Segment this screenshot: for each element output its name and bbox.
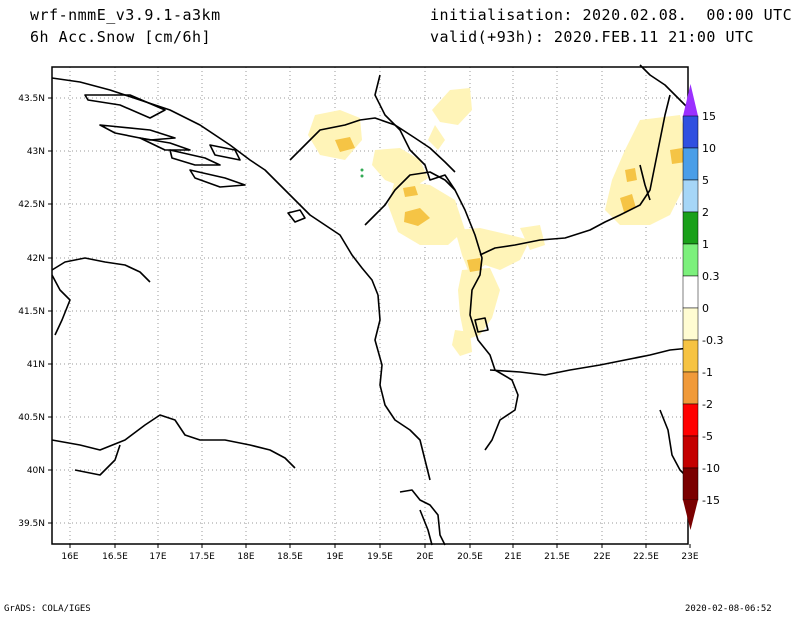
colorbar-label: -10 bbox=[702, 462, 720, 475]
lon-tick-label: 21E bbox=[504, 552, 521, 562]
lon-tick-label: 16E bbox=[61, 552, 78, 562]
colorbar-label: -15 bbox=[702, 494, 720, 507]
lon-tick-label: 16.5E bbox=[102, 552, 128, 562]
colorbar-segment bbox=[682, 371, 699, 405]
colorbar-label: 0.3 bbox=[702, 270, 720, 283]
colorbar-segment bbox=[682, 179, 699, 213]
colorbar-label: -1 bbox=[702, 366, 713, 379]
colorbar-label: -5 bbox=[702, 430, 713, 443]
lon-tick-label: 17.5E bbox=[189, 552, 215, 562]
model-title: wrf-nmmE_v3.9.1-a3km bbox=[30, 6, 221, 24]
colorbar-segment bbox=[682, 435, 699, 469]
coastlines-borders bbox=[51, 64, 691, 546]
lon-tick-label: 23E bbox=[681, 552, 698, 562]
lon-tick-label: 22E bbox=[593, 552, 610, 562]
colorbar-segment bbox=[682, 211, 699, 245]
lat-tick-label: 40N bbox=[27, 466, 45, 476]
colorbar: 15 10 5 2 1 0.3 0 -0.3 -1 -2 -5 -10 -15 bbox=[682, 84, 723, 530]
lon-tick-label: 21.5E bbox=[544, 552, 570, 562]
lat-tick-label: 43.5N bbox=[18, 94, 45, 104]
lon-tick-label: 22.5E bbox=[633, 552, 659, 562]
colorbar-segment bbox=[682, 243, 699, 277]
colorbar-cap-bottom bbox=[683, 500, 698, 530]
colorbar-segment bbox=[682, 467, 699, 501]
colorbar-label: 5 bbox=[702, 174, 709, 187]
lon-tick-label: 17E bbox=[149, 552, 166, 562]
snow-negative-dots bbox=[360, 168, 364, 178]
colorbar-segment bbox=[682, 307, 699, 341]
footer-timestamp: 2020-02-08-06:52 bbox=[685, 604, 772, 614]
lon-tick-label: 19E bbox=[326, 552, 343, 562]
snow-light-areas bbox=[308, 88, 690, 356]
lon-tick-label: 19.5E bbox=[367, 552, 393, 562]
variable-title: 6h Acc.Snow [cm/6h] bbox=[30, 28, 212, 46]
colorbar-label: 2 bbox=[702, 206, 709, 219]
colorbar-label: 10 bbox=[702, 142, 716, 155]
colorbar-cap-top bbox=[683, 84, 698, 116]
lat-tick-label: 40.5N bbox=[18, 413, 45, 423]
colorbar-label: -2 bbox=[702, 398, 713, 411]
snow-medium-areas bbox=[335, 137, 686, 272]
footer-credit: GrADS: COLA/IGES bbox=[4, 604, 91, 614]
colorbar-segment bbox=[682, 147, 699, 181]
lat-tick-label: 42.5N bbox=[18, 200, 45, 210]
colorbar-label: 0 bbox=[702, 302, 709, 315]
colorbar-segment bbox=[682, 275, 699, 309]
colorbar-segment bbox=[682, 403, 699, 437]
lon-tick-label: 18E bbox=[237, 552, 254, 562]
latitude-axis: 43.5N 43N 42.5N 42N 41.5N 41N 40.5N 40N 39.5N bbox=[18, 94, 52, 529]
longitude-axis: 16E 16.5E 17E 17.5E 18E 18.5E 19E 19.5E 20E 20.5E… bbox=[61, 544, 699, 562]
colorbar-segment bbox=[682, 115, 699, 149]
lat-tick-label: 41N bbox=[27, 360, 45, 370]
lon-tick-label: 20.5E bbox=[457, 552, 483, 562]
colorbar-label: 1 bbox=[702, 238, 709, 251]
lat-tick-label: 42N bbox=[27, 254, 45, 264]
lat-tick-label: 43N bbox=[27, 147, 45, 157]
init-time: initialisation: 2020.02.08. 00:00 UTC bbox=[430, 6, 793, 24]
valid-time: valid(+93h): 2020.FEB.11 21:00 UTC bbox=[430, 28, 755, 46]
lon-tick-label: 18.5E bbox=[277, 552, 303, 562]
colorbar-label: -0.3 bbox=[702, 334, 723, 347]
colorbar-label: 15 bbox=[702, 110, 716, 123]
colorbar-segment bbox=[682, 339, 699, 373]
lat-tick-label: 39.5N bbox=[18, 519, 45, 529]
lon-tick-label: 20E bbox=[416, 552, 433, 562]
snow-field bbox=[308, 88, 690, 356]
lat-tick-label: 41.5N bbox=[18, 307, 45, 317]
